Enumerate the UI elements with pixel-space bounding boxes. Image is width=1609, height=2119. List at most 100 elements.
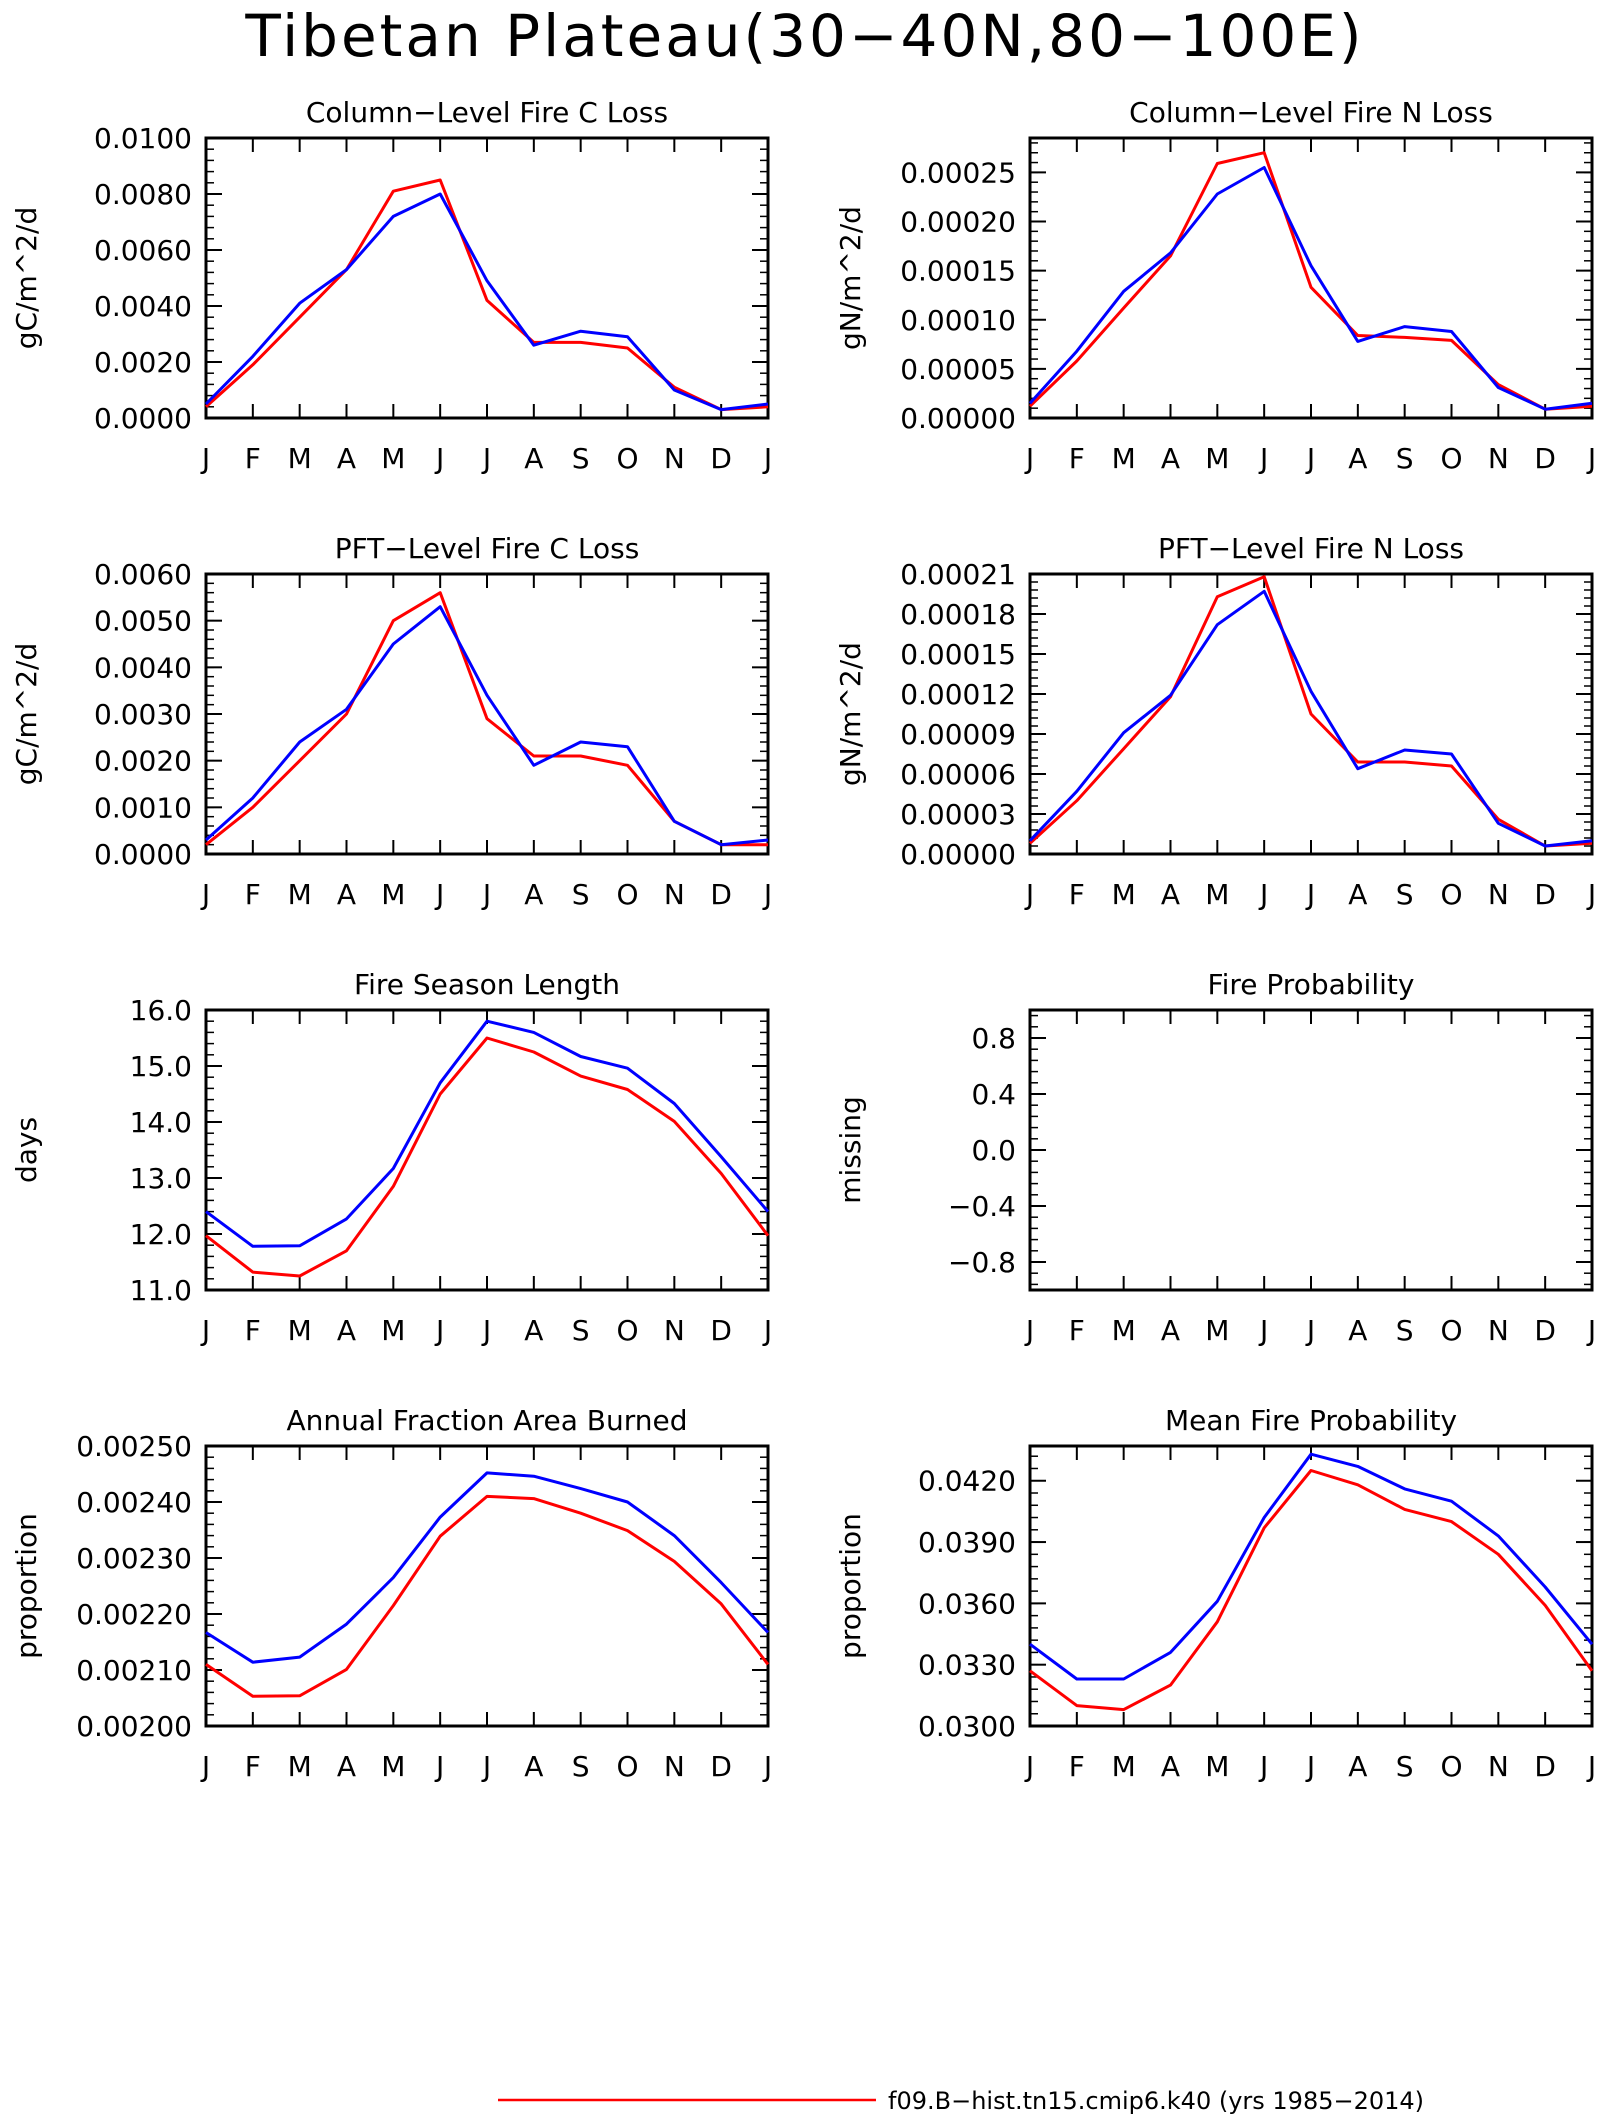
- x-tick-label: O: [1440, 1314, 1462, 1347]
- x-tick-label: A: [524, 442, 543, 475]
- y-axis-label: gN/m^2/d: [834, 642, 867, 786]
- series-line-red: [205, 591, 768, 847]
- x-tick-label: J: [1258, 878, 1268, 911]
- series-line-blue: [1029, 1452, 1594, 1681]
- y-tick-label: 0.0020: [94, 745, 192, 778]
- x-tick-label: D: [1534, 1750, 1556, 1783]
- x-tick-label: A: [1348, 1314, 1367, 1347]
- x-tick-label: M: [381, 878, 405, 911]
- x-tick-label: F: [1069, 1750, 1085, 1783]
- x-tick-label: F: [1069, 878, 1085, 911]
- x-tick-label: D: [1534, 1314, 1556, 1347]
- x-tick-label: N: [1488, 1314, 1509, 1347]
- x-tick-label: M: [1205, 1314, 1229, 1347]
- x-tick-label: D: [710, 1750, 732, 1783]
- x-tick-label: J: [1305, 1750, 1315, 1783]
- x-tick-label: J: [200, 878, 210, 911]
- x-tick-label: J: [1586, 878, 1596, 911]
- x-tick-label: A: [337, 878, 356, 911]
- x-tick-label: O: [616, 1750, 638, 1783]
- x-tick-label: J: [762, 1314, 772, 1347]
- y-tick-label: 0.0060: [94, 558, 192, 591]
- x-tick-label: M: [1112, 442, 1136, 475]
- series-line-blue: [204, 192, 769, 412]
- x-tick-label: A: [337, 442, 356, 475]
- chart-title: Mean Fire Probability: [1165, 1404, 1457, 1437]
- y-axis-label: gC/m^2/d: [10, 643, 43, 786]
- x-tick-label: N: [1488, 1750, 1509, 1783]
- y-tick-label: 0.0080: [94, 178, 192, 211]
- y-tick-label: 14.0: [130, 1106, 192, 1139]
- x-tick-label: J: [481, 442, 491, 475]
- x-tick-label: J: [1024, 442, 1034, 475]
- series-line-blue: [1028, 166, 1593, 411]
- x-tick-label: A: [524, 878, 543, 911]
- x-tick-label: S: [572, 442, 590, 475]
- x-tick-label: M: [288, 1750, 312, 1783]
- y-tick-label: 0.0030: [94, 698, 192, 731]
- series-line-red: [1029, 1469, 1594, 1712]
- x-tick-label: M: [288, 442, 312, 475]
- x-tick-label: D: [1534, 442, 1556, 475]
- x-tick-label: M: [381, 442, 405, 475]
- x-tick-label: F: [1069, 442, 1085, 475]
- chart-title: Column−Level Fire N Loss: [1129, 96, 1493, 129]
- y-tick-label: 11.0: [130, 1274, 192, 1307]
- y-axis-label: days: [10, 1117, 43, 1183]
- x-tick-label: N: [664, 1314, 685, 1347]
- x-tick-label: J: [481, 1750, 491, 1783]
- x-tick-label: J: [434, 442, 444, 475]
- x-tick-label: J: [1024, 1750, 1034, 1783]
- x-tick-label: J: [481, 878, 491, 911]
- y-tick-label: 0.0050: [94, 605, 192, 638]
- plot-frame: [1028, 136, 1594, 420]
- x-tick-label: N: [664, 442, 685, 475]
- y-tick-label: 0.0000: [94, 402, 192, 435]
- x-tick-label: J: [1024, 1314, 1034, 1347]
- x-tick-label: A: [337, 1314, 356, 1347]
- chart-title: Column−Level Fire C Loss: [306, 96, 668, 129]
- x-tick-label: J: [434, 1314, 444, 1347]
- y-tick-label: 0.00025: [900, 156, 1016, 189]
- x-tick-label: J: [1586, 442, 1596, 475]
- x-tick-label: N: [1488, 442, 1509, 475]
- series-line-red: [1028, 151, 1593, 411]
- y-tick-label: 0.00021: [900, 558, 1016, 591]
- x-tick-label: D: [710, 442, 732, 475]
- series-line-blue: [1028, 589, 1593, 848]
- y-tick-label: 16.0: [130, 994, 192, 1027]
- y-tick-label: 0.00210: [76, 1654, 192, 1687]
- x-tick-label: D: [1534, 878, 1556, 911]
- y-tick-label: 0.0360: [918, 1587, 1016, 1620]
- plot-frame: [204, 572, 770, 856]
- x-tick-label: N: [664, 1750, 685, 1783]
- series-line-red: [205, 1036, 770, 1278]
- y-tick-label: 0.0010: [94, 791, 192, 824]
- y-tick-label: 0.00005: [900, 353, 1016, 386]
- x-tick-label: D: [710, 878, 732, 911]
- y-tick-label: 0.00220: [76, 1598, 192, 1631]
- x-tick-label: O: [1440, 442, 1462, 475]
- series-line-blue: [205, 1471, 770, 1664]
- y-tick-label: 15.0: [130, 1050, 192, 1083]
- x-tick-label: S: [1396, 442, 1414, 475]
- y-tick-label: 0.00012: [900, 678, 1016, 711]
- x-tick-label: M: [1112, 878, 1136, 911]
- x-tick-label: J: [1586, 1750, 1596, 1783]
- x-tick-label: J: [1258, 442, 1268, 475]
- x-tick-label: J: [1305, 442, 1315, 475]
- y-tick-label: 0.0100: [94, 122, 192, 155]
- x-tick-label: F: [245, 1314, 261, 1347]
- x-tick-label: M: [381, 1750, 405, 1783]
- x-tick-label: A: [1348, 1750, 1367, 1783]
- page-title: Tibetan Plateau(30−40N,80−100E): [244, 2, 1364, 70]
- x-tick-label: J: [1024, 878, 1034, 911]
- x-tick-label: J: [200, 442, 210, 475]
